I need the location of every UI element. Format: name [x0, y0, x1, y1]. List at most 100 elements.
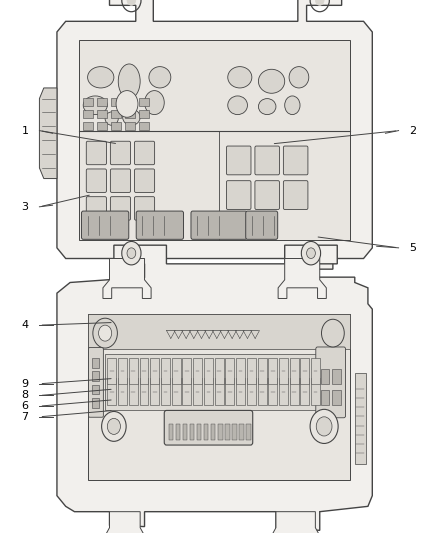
Bar: [183, 424, 187, 440]
Bar: [139, 122, 149, 130]
FancyBboxPatch shape: [110, 197, 131, 220]
Bar: [300, 378, 309, 405]
Circle shape: [127, 248, 136, 259]
Bar: [125, 110, 135, 118]
FancyBboxPatch shape: [81, 211, 129, 239]
Bar: [83, 99, 93, 107]
Bar: [246, 424, 251, 440]
Bar: [355, 373, 366, 464]
Bar: [97, 110, 107, 118]
Circle shape: [116, 91, 138, 117]
Bar: [268, 378, 277, 405]
Bar: [236, 358, 245, 384]
Bar: [125, 122, 135, 130]
Bar: [125, 99, 135, 107]
Bar: [139, 358, 148, 384]
Bar: [232, 424, 237, 440]
Bar: [247, 358, 256, 384]
Bar: [111, 110, 121, 118]
Bar: [211, 424, 215, 440]
Bar: [268, 358, 277, 384]
Bar: [225, 424, 230, 440]
Ellipse shape: [123, 109, 140, 125]
FancyBboxPatch shape: [86, 169, 106, 192]
Bar: [321, 390, 329, 405]
Circle shape: [93, 318, 117, 348]
Circle shape: [301, 241, 321, 265]
Bar: [92, 398, 99, 408]
Bar: [258, 358, 266, 384]
FancyBboxPatch shape: [110, 169, 131, 192]
Bar: [215, 378, 223, 405]
Bar: [332, 390, 341, 405]
Bar: [311, 358, 320, 384]
Bar: [290, 378, 299, 405]
Bar: [92, 372, 99, 381]
Bar: [88, 314, 350, 480]
FancyBboxPatch shape: [226, 181, 251, 209]
Bar: [129, 358, 138, 384]
Bar: [218, 424, 223, 440]
Circle shape: [315, 0, 324, 5]
Text: 1: 1: [21, 126, 28, 135]
Bar: [197, 424, 201, 440]
Bar: [225, 378, 234, 405]
Bar: [236, 378, 245, 405]
Bar: [161, 358, 170, 384]
Text: 9: 9: [21, 379, 28, 389]
Bar: [161, 378, 170, 405]
Polygon shape: [57, 245, 372, 530]
Polygon shape: [39, 88, 57, 179]
Bar: [105, 354, 328, 410]
Bar: [97, 99, 107, 107]
Bar: [129, 378, 138, 405]
Circle shape: [127, 0, 136, 5]
FancyBboxPatch shape: [136, 211, 184, 239]
Bar: [204, 358, 213, 384]
Bar: [332, 369, 341, 384]
Ellipse shape: [228, 67, 252, 88]
Bar: [193, 358, 202, 384]
FancyBboxPatch shape: [88, 348, 103, 417]
Bar: [311, 378, 320, 405]
Bar: [107, 358, 117, 384]
Bar: [279, 378, 288, 405]
Ellipse shape: [118, 64, 140, 99]
Circle shape: [99, 325, 112, 341]
FancyBboxPatch shape: [316, 347, 346, 418]
Ellipse shape: [228, 96, 247, 115]
Bar: [247, 378, 256, 405]
Bar: [182, 358, 191, 384]
Circle shape: [102, 411, 126, 441]
Bar: [239, 424, 244, 440]
Bar: [139, 110, 149, 118]
Bar: [215, 358, 223, 384]
Ellipse shape: [285, 96, 300, 115]
FancyBboxPatch shape: [86, 141, 106, 165]
FancyBboxPatch shape: [283, 181, 308, 209]
Text: 3: 3: [21, 202, 28, 212]
Bar: [300, 358, 309, 384]
FancyBboxPatch shape: [283, 146, 308, 175]
Bar: [139, 99, 149, 107]
Ellipse shape: [83, 96, 107, 115]
Bar: [290, 358, 299, 384]
FancyBboxPatch shape: [255, 146, 279, 175]
Circle shape: [310, 409, 338, 443]
FancyBboxPatch shape: [134, 197, 155, 220]
Text: 4: 4: [21, 320, 28, 330]
Ellipse shape: [105, 112, 118, 125]
Bar: [225, 358, 234, 384]
Ellipse shape: [289, 67, 309, 88]
Bar: [169, 424, 173, 440]
Ellipse shape: [149, 67, 171, 88]
Bar: [92, 385, 99, 394]
Bar: [150, 378, 159, 405]
Bar: [92, 358, 99, 368]
Bar: [83, 110, 93, 118]
FancyBboxPatch shape: [226, 146, 251, 175]
Bar: [118, 358, 127, 384]
FancyBboxPatch shape: [134, 141, 155, 165]
Polygon shape: [272, 512, 320, 533]
Circle shape: [122, 241, 141, 265]
